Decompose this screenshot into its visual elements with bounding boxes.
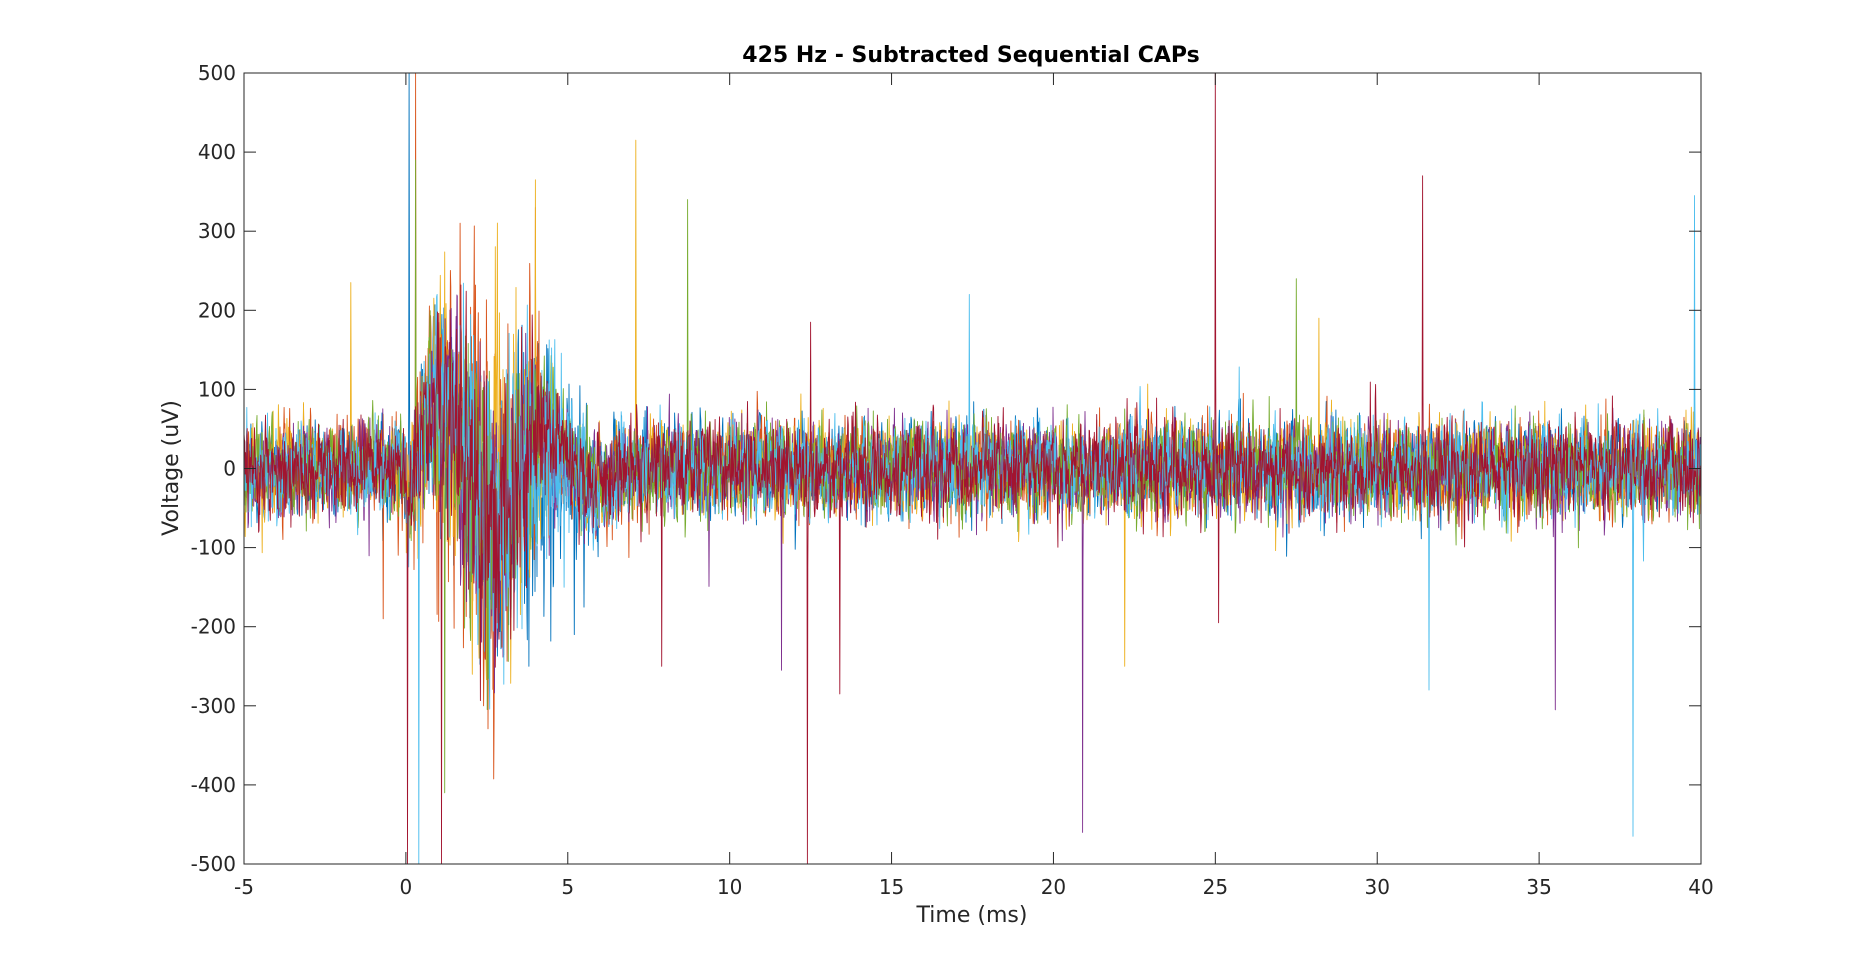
y-tick-label: -500 — [191, 852, 236, 876]
y-tick-label: 500 — [198, 61, 236, 85]
y-axis-label: Voltage (uV) — [159, 400, 184, 536]
y-tick-label: 0 — [223, 457, 236, 481]
x-tick-label: -5 — [234, 875, 254, 899]
x-tick-label: 20 — [1041, 875, 1066, 899]
y-tick-label: 400 — [198, 140, 236, 164]
x-tick-label: 35 — [1526, 875, 1551, 899]
y-tick-label: -400 — [191, 773, 236, 797]
x-tick-label: 40 — [1688, 875, 1713, 899]
y-tick-label: -300 — [191, 694, 236, 718]
y-tick-label: -100 — [191, 536, 236, 560]
x-tick-label: 25 — [1203, 875, 1228, 899]
x-tick-label: 15 — [879, 875, 904, 899]
y-tick-label: 100 — [198, 377, 236, 401]
ticks-layer: -5 0 5 10 15 20 25 30 35 40 -500 -400 -300 -200 -100 0 1… — [191, 61, 1714, 899]
x-tick-label: 0 — [400, 875, 413, 899]
y-tick-label: -200 — [191, 615, 236, 639]
series-line-7 — [244, 73, 1701, 864]
x-axis-label: Time (ms) — [916, 903, 1028, 928]
chart-title: 425 Hz - Subtracted Sequential CAPs — [742, 43, 1199, 68]
y-tick-label: 200 — [198, 298, 236, 322]
y-tick-label: 300 — [198, 219, 236, 243]
series-layer — [244, 73, 1701, 864]
x-tick-label: 5 — [561, 875, 574, 899]
x-tick-label: 30 — [1364, 875, 1389, 899]
x-tick-label: 10 — [717, 875, 742, 899]
